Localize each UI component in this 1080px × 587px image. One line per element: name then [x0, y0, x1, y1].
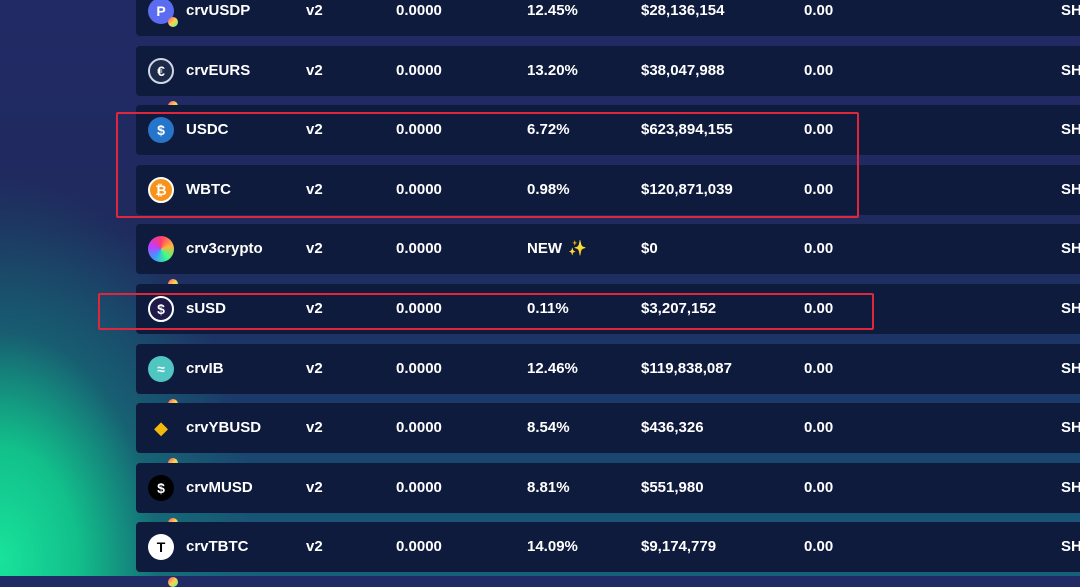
- pool-rewards: 0.00: [804, 359, 834, 377]
- table-row[interactable]: $ USDC v2 0.0000 6.72% $623,894,155 0.00…: [136, 105, 1080, 156]
- pool-rewards: 0.00: [804, 419, 834, 437]
- ybusd-icon: ◆: [148, 415, 178, 469]
- pool-name: crvIB: [186, 359, 224, 377]
- table-row[interactable]: $ sUSD v2 0.0000 0.11% $3,207,152 0.00 S…: [136, 283, 1080, 334]
- pool-apy: 8.54%: [527, 419, 570, 437]
- pool-volume: 0.0000: [396, 61, 442, 79]
- pool-apy: 14.09%: [527, 538, 578, 556]
- pool-rewards: 0.00: [804, 299, 834, 317]
- pool-tvl: $436,326: [641, 419, 704, 437]
- pool-version: v2: [306, 2, 323, 19]
- pool-name: crvTBTC: [186, 538, 249, 556]
- pool-apy: 0.98%: [527, 180, 570, 198]
- pool-volume: 0.0000: [396, 538, 442, 556]
- ironbank-icon: ≈: [148, 355, 178, 409]
- bitcoin-icon: ₿: [148, 176, 174, 227]
- table-row[interactable]: € crvEURS v2 0.0000 13.20% $38,047,988 0…: [136, 45, 1080, 111]
- pool-version: v2: [306, 240, 323, 258]
- musd-icon: $: [148, 474, 178, 528]
- pool-tvl: $120,871,039: [641, 180, 733, 198]
- pool-tvl: $38,047,988: [641, 61, 725, 79]
- pool-rewards: 0.00: [804, 180, 834, 198]
- pool-rewards: 0.00: [804, 121, 834, 139]
- pool-version: v2: [306, 299, 323, 317]
- pool-apy: 12.46%: [527, 359, 578, 377]
- pool-rewards: 0.00: [804, 2, 834, 19]
- show-button[interactable]: SH: [1061, 299, 1080, 317]
- pool-version: v2: [306, 478, 323, 496]
- show-button[interactable]: SH: [1061, 240, 1080, 258]
- show-button[interactable]: SH: [1061, 538, 1080, 556]
- show-button[interactable]: SH: [1061, 121, 1080, 139]
- paxos-usdp-icon: P: [148, 0, 178, 27]
- pool-tvl: $551,980: [641, 478, 704, 496]
- show-button[interactable]: SH: [1061, 419, 1080, 437]
- show-button[interactable]: SH: [1061, 180, 1080, 198]
- pool-volume: 0.0000: [396, 180, 442, 198]
- table-row[interactable]: ₿ WBTC v2 0.0000 0.98% $120,871,039 0.00…: [136, 164, 1080, 215]
- pool-name: crv3crypto: [186, 240, 263, 258]
- show-button[interactable]: SH: [1061, 2, 1080, 19]
- usdc-icon: $: [148, 117, 174, 167]
- pool-tvl: $3,207,152: [641, 299, 717, 317]
- pool-volume: 0.0000: [396, 359, 442, 377]
- pool-name: WBTC: [186, 180, 231, 198]
- pool-volume: 0.0000: [396, 478, 442, 496]
- pool-version: v2: [306, 121, 323, 139]
- pool-volume: 0.0000: [396, 240, 442, 258]
- pool-name: sUSD: [186, 299, 227, 317]
- table-row[interactable]: ◆ crvYBUSD v2 0.0000 8.54% $436,326 0.00…: [136, 403, 1080, 469]
- show-button[interactable]: SH: [1061, 478, 1080, 496]
- pool-version: v2: [306, 61, 323, 79]
- euro-eurs-icon: €: [148, 57, 178, 111]
- table-row[interactable]: ≈ crvIB v2 0.0000 12.46% $119,838,087 0.…: [136, 343, 1080, 409]
- pool-apy: 8.81%: [527, 478, 570, 496]
- pool-version: v2: [306, 538, 323, 556]
- new-label: NEW: [527, 240, 562, 258]
- show-button[interactable]: SH: [1061, 61, 1080, 79]
- pool-name: crvYBUSD: [186, 419, 262, 437]
- pool-volume: 0.0000: [396, 2, 442, 19]
- pool-tvl: $9,174,779: [641, 538, 717, 556]
- pool-apy: NEW ✨: [527, 224, 587, 274]
- pool-rewards: 0.00: [804, 538, 834, 556]
- table-row[interactable]: crv3crypto v2 0.0000 NEW ✨ $0 0.00 SH: [136, 224, 1080, 290]
- pools-table: P crvUSDP v2 0.0000 12.45% $28,136,154 0…: [136, 0, 1080, 587]
- pool-apy: 6.72%: [527, 121, 570, 139]
- pool-volume: 0.0000: [396, 419, 442, 437]
- pool-tvl: $28,136,154: [641, 2, 725, 19]
- pool-name: USDC: [186, 121, 229, 139]
- table-row[interactable]: P crvUSDP v2 0.0000 12.45% $28,136,154 0…: [136, 0, 1080, 36]
- pool-version: v2: [306, 359, 323, 377]
- pool-tvl: $623,894,155: [641, 121, 733, 139]
- pool-tvl: $0: [641, 240, 658, 258]
- pool-apy: 12.45%: [527, 2, 578, 19]
- pool-name: crvUSDP: [186, 2, 251, 19]
- pool-volume: 0.0000: [396, 299, 442, 317]
- sparkle-icon: ✨: [568, 240, 587, 258]
- pool-version: v2: [306, 419, 323, 437]
- table-row[interactable]: $ crvMUSD v2 0.0000 8.81% $551,980 0.00 …: [136, 462, 1080, 528]
- pool-volume: 0.0000: [396, 121, 442, 139]
- tricrypto-icon: [148, 236, 178, 290]
- table-row[interactable]: T crvTBTC v2 0.0000 14.09% $9,174,779 0.…: [136, 522, 1080, 587]
- pool-apy: 0.11%: [527, 299, 569, 317]
- susd-icon: $: [148, 295, 174, 346]
- pool-rewards: 0.00: [804, 61, 834, 79]
- pool-version: v2: [306, 180, 323, 198]
- pool-name: crvEURS: [186, 61, 251, 79]
- tbtc-icon: T: [148, 534, 178, 587]
- pool-name: crvMUSD: [186, 478, 253, 496]
- pool-tvl: $119,838,087: [641, 359, 732, 377]
- pool-rewards: 0.00: [804, 240, 834, 258]
- show-button[interactable]: SH: [1061, 359, 1080, 377]
- pool-rewards: 0.00: [804, 478, 834, 496]
- pool-apy: 13.20%: [527, 61, 578, 79]
